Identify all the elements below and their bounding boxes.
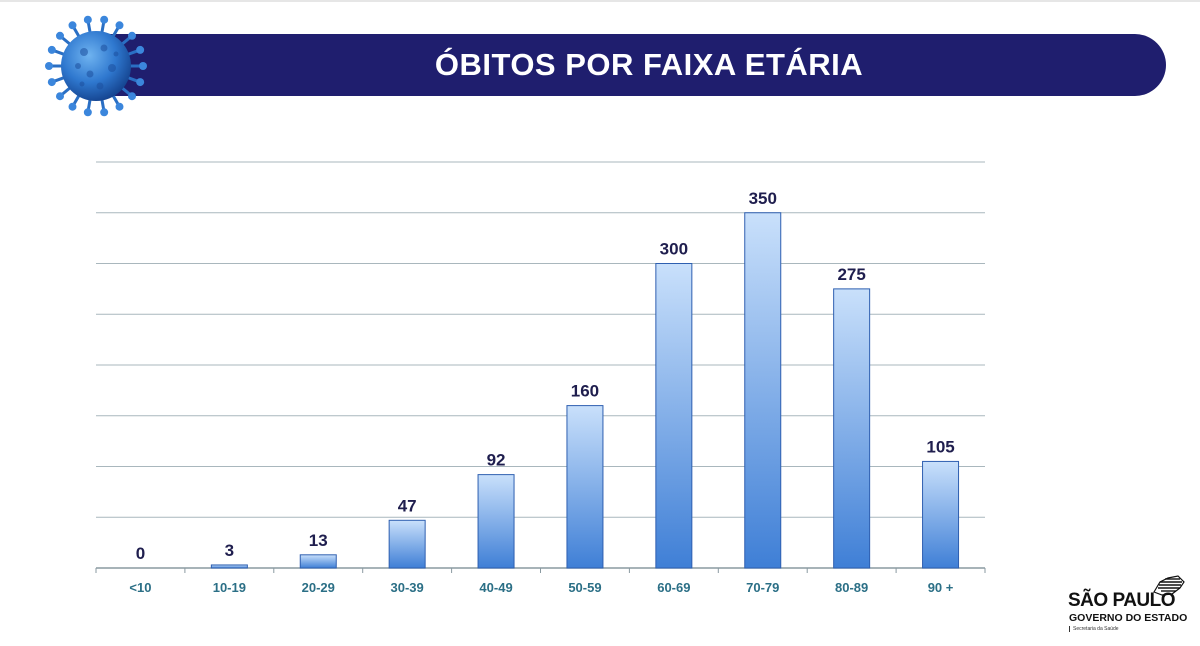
virus-spike-tip <box>115 102 124 111</box>
data-label: 275 <box>837 265 865 284</box>
sao-paulo-government-logo: SÃO PAULO GOVERNO DO ESTADO Secretaria d… <box>1066 574 1190 638</box>
x-tick-label: 80-89 <box>835 580 868 595</box>
data-label: 0 <box>136 544 145 563</box>
virus-spike-tip <box>136 45 145 54</box>
data-label: 300 <box>660 240 688 259</box>
virus-spike-tip <box>136 78 145 87</box>
virus-spike-tip <box>139 62 147 70</box>
x-tick-label: 70-79 <box>746 580 779 595</box>
page-title: ÓBITOS POR FAIXA ETÁRIA <box>434 47 864 82</box>
data-label: 13 <box>309 531 328 550</box>
logo-title: SÃO PAULO <box>1068 590 1176 611</box>
bar-80-89 <box>833 288 871 569</box>
x-tick-label: 20-29 <box>302 580 335 595</box>
virus-spike-tip <box>55 31 64 40</box>
virus-spike-tip <box>115 21 124 30</box>
title-banner: ÓBITOS POR FAIXA ETÁRIA <box>92 34 1166 96</box>
bar-90 + <box>922 460 960 569</box>
data-label: 350 <box>749 189 777 208</box>
x-tick-label: 30-39 <box>391 580 424 595</box>
x-tick-label: 60-69 <box>657 580 690 595</box>
x-tick-label: 90 + <box>928 580 954 595</box>
virus-spike-tip <box>100 108 109 117</box>
data-label: 160 <box>571 382 599 401</box>
virus-spike-tip <box>68 102 77 111</box>
coronavirus-icon <box>45 15 147 117</box>
bar-50-59 <box>566 405 604 569</box>
bar-60-69 <box>655 263 693 569</box>
x-tick-label: 50-59 <box>568 580 601 595</box>
bar-10-19 <box>210 564 248 569</box>
top-divider <box>0 0 1200 2</box>
bar-70-79 <box>744 212 782 569</box>
x-tick-label: <10 <box>129 580 151 595</box>
bar-20-29 <box>299 554 337 569</box>
virus-spike-tip <box>45 62 53 70</box>
data-label: 105 <box>926 437 954 456</box>
virus-spike-tip <box>68 21 77 30</box>
logo-department: Secretaria da Saúde <box>1069 626 1119 632</box>
state-map-icon <box>1153 575 1185 596</box>
bar-30-39 <box>388 519 426 569</box>
virus-spike-tip <box>128 31 137 40</box>
virus-spike-tip <box>128 92 137 101</box>
virus-spike-tip <box>83 15 92 24</box>
x-tick-label: 40-49 <box>479 580 512 595</box>
logo-subtitle: GOVERNO DO ESTADO <box>1069 612 1188 624</box>
x-tick-label: 10-19 <box>213 580 246 595</box>
virus-spike-tip <box>100 15 109 24</box>
data-label: 92 <box>487 451 506 470</box>
virus-spike-tip <box>47 78 56 87</box>
bar-40-49 <box>477 474 515 569</box>
data-label: 47 <box>398 496 417 515</box>
virus-spike-tip <box>55 92 64 101</box>
virus-spike-tip <box>47 45 56 54</box>
data-label: 3 <box>225 541 234 560</box>
virus-spike-tip <box>83 108 92 117</box>
